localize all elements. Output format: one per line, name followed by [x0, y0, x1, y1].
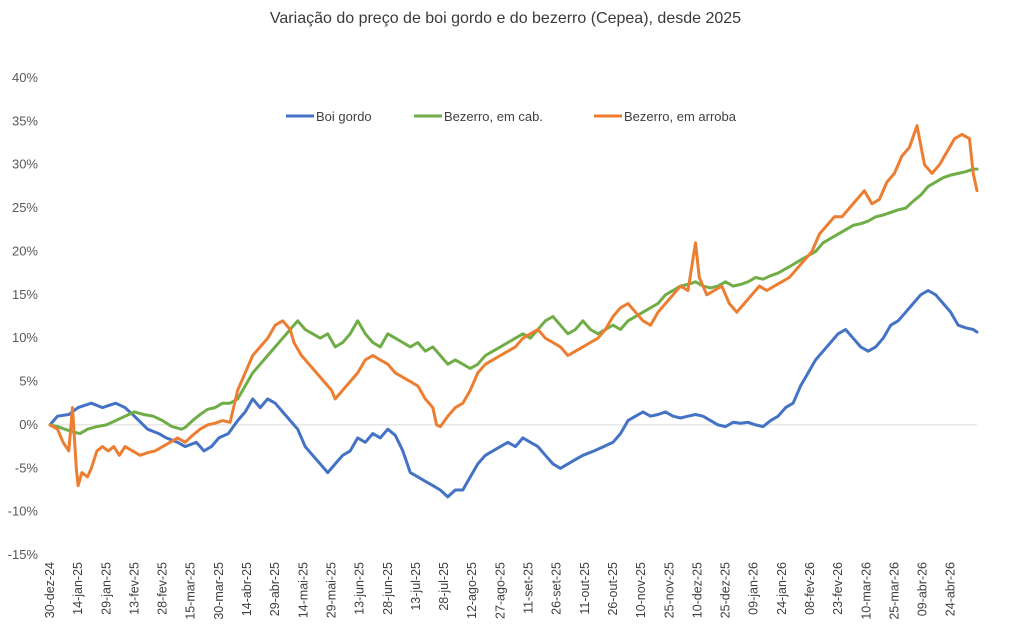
x-tick-label: 08-fev-26 [803, 562, 817, 615]
y-tick-label: 15% [12, 287, 38, 302]
x-tick-label: 14-jan-25 [71, 562, 85, 615]
x-tick-label: 28-fev-25 [156, 562, 170, 615]
x-tick-label: 14-mai-25 [296, 562, 310, 618]
x-tick-label: 27-ago-25 [493, 562, 507, 619]
x-tick-label: 11-out-25 [578, 562, 592, 615]
y-tick-label: 30% [12, 157, 38, 172]
x-tick-label: 28-jun-25 [381, 562, 395, 615]
x-tick-label: 24-jan-26 [775, 562, 789, 615]
y-tick-label: 10% [12, 330, 38, 345]
x-tick-label: 28-jul-25 [437, 562, 451, 611]
x-tick-label: 09-jan-26 [747, 562, 761, 615]
x-tick-label: 30-dez-24 [43, 562, 57, 618]
y-tick-label: 20% [12, 243, 38, 258]
x-axis: 30-dez-24 14-jan-25 29-jan-25 13-fev-25 28-f… [43, 562, 958, 620]
y-tick-label: 35% [12, 113, 38, 128]
x-tick-label: 09-abr-26 [916, 562, 930, 616]
x-tick-label: 11-set-25 [522, 562, 536, 614]
y-tick-label: 25% [12, 200, 38, 215]
x-tick-label: 10-mar-26 [859, 562, 873, 620]
legend-label: Boi gordo [316, 109, 372, 124]
x-tick-label: 29-jan-25 [99, 562, 113, 615]
x-tick-label: 23-fev-26 [831, 562, 845, 615]
series-line-boi-gordo [48, 289, 979, 499]
legend: Boi gordo Bezerro, em cab. Bezerro, em arr… [286, 109, 737, 124]
y-tick-label: 5% [19, 374, 38, 389]
y-tick-label: -10% [8, 504, 39, 519]
x-tick-label: 13-jun-25 [353, 562, 367, 615]
x-tick-label: 14-abr-25 [240, 562, 254, 616]
series-line-bezerro-em-arroba [48, 124, 979, 488]
x-tick-label: 12-ago-25 [465, 562, 479, 619]
x-tick-label: 10-dez-25 [690, 562, 704, 618]
chart-title: Variação do preço de boi gordo e do beze… [269, 10, 742, 27]
y-tick-label: 40% [12, 70, 38, 85]
x-tick-label: 30-mar-25 [212, 562, 226, 620]
y-axis: 40% 35% 30% 25% 20% 15% 10% 5% 0% -5% -10% -15% [8, 70, 977, 562]
x-tick-label: 24-abr-26 [944, 562, 958, 616]
x-tick-label: 29-abr-25 [268, 562, 282, 616]
y-tick-label: -15% [8, 547, 39, 562]
x-tick-label: 15-mar-25 [184, 562, 198, 620]
x-tick-label: 25-nov-25 [662, 562, 676, 618]
y-tick-label: -5% [15, 460, 39, 475]
y-tick-label: 0% [19, 417, 38, 432]
x-tick-label: 13-jul-25 [409, 562, 423, 611]
x-tick-label: 25-mar-26 [887, 562, 901, 620]
x-tick-label: 10-nov-25 [634, 562, 648, 618]
legend-label: Bezerro, em cab. [444, 109, 543, 124]
x-tick-label: 29-mai-25 [324, 562, 338, 618]
x-tick-label: 26-out-25 [606, 562, 620, 616]
series-layer [48, 124, 979, 499]
legend-label: Bezerro, em arroba [624, 109, 737, 124]
x-tick-label: 26-set-25 [550, 562, 564, 615]
x-tick-label: 25-dez-25 [719, 562, 733, 618]
x-tick-label: 13-fev-25 [127, 562, 141, 615]
series-line-bezerro-em-cab- [48, 167, 979, 436]
